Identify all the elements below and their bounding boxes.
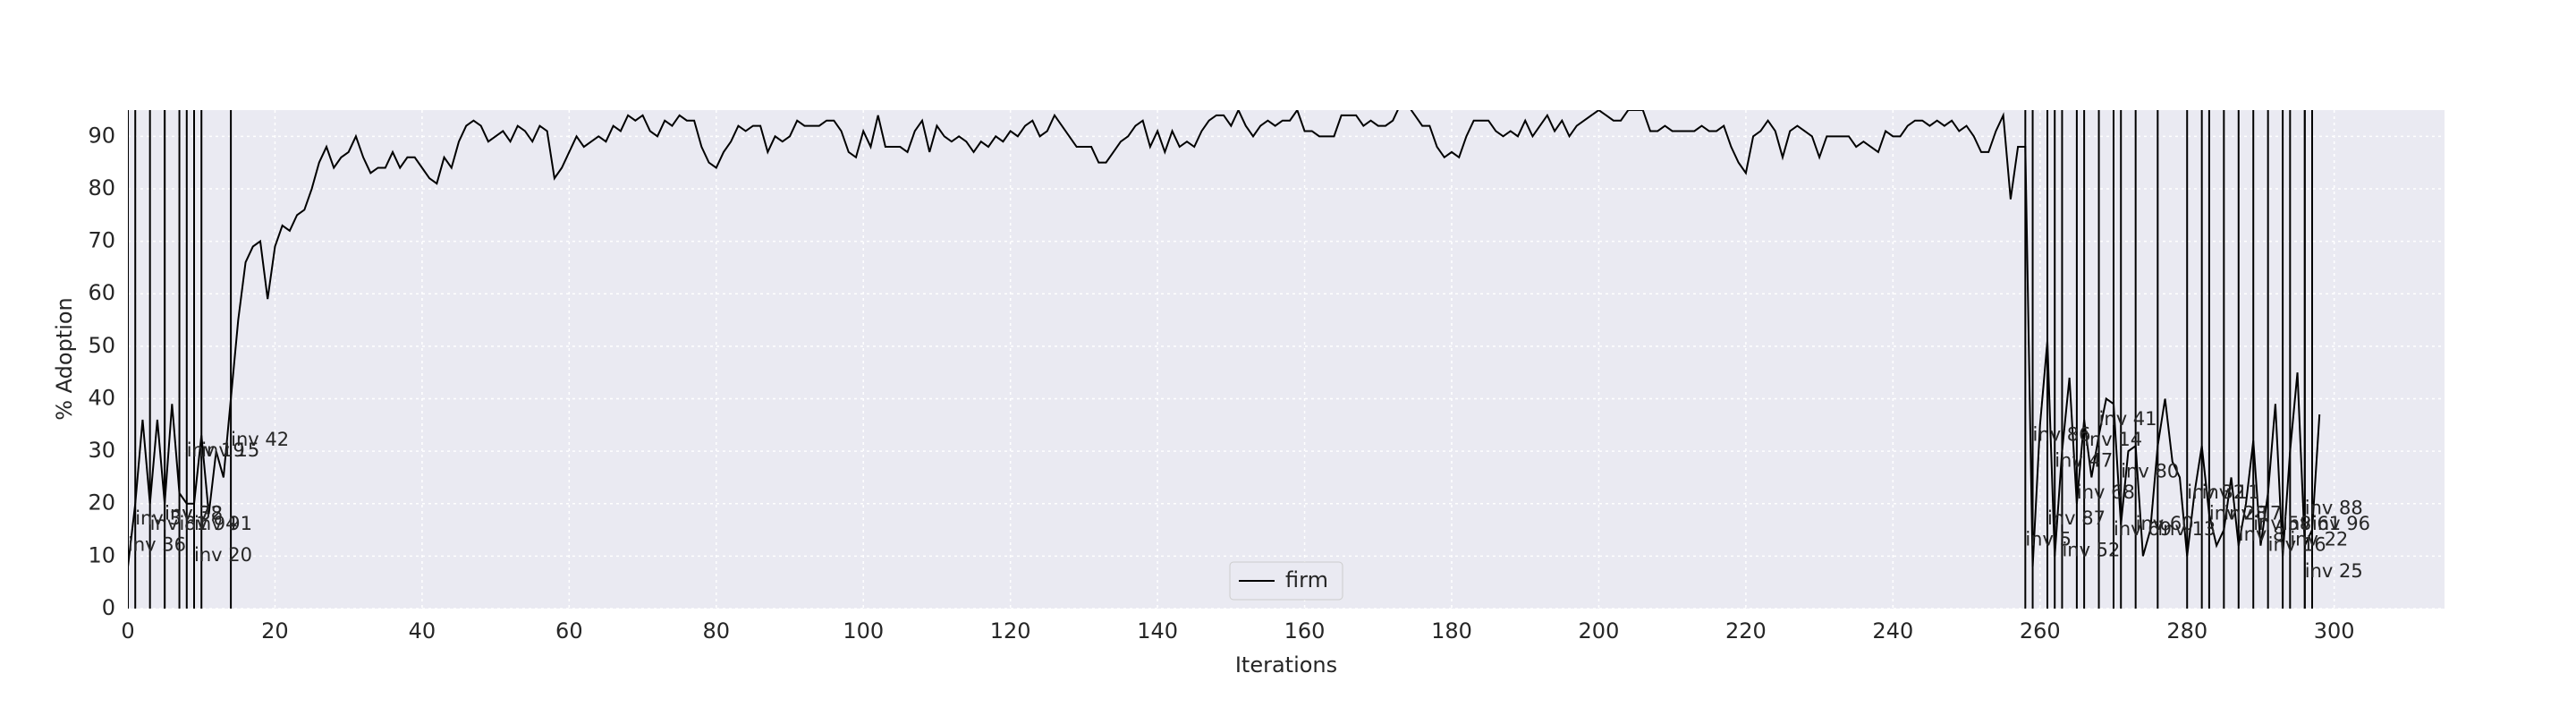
y-tick-label: 30	[88, 438, 115, 463]
x-tick-label: 80	[703, 618, 731, 644]
y-tick-label: 20	[88, 490, 115, 516]
event-label: inv 47	[2055, 450, 2113, 472]
event-label: inv 11	[2202, 482, 2260, 503]
legend-box	[1229, 561, 1343, 601]
event-label: inv 88	[2305, 497, 2363, 518]
event-label: inv 91	[194, 513, 252, 534]
plot-layer	[128, 110, 2321, 609]
event-label: inv 36	[128, 534, 186, 556]
event-label: inv 38	[165, 502, 223, 524]
x-tick-label: 240	[1872, 618, 1913, 644]
event-label: inv 32	[2187, 482, 2245, 503]
event-label: inv 22	[2290, 529, 2348, 550]
y-tick-label: 90	[88, 123, 115, 148]
y-tick-label: 0	[102, 595, 115, 620]
event-label: inv 19	[187, 439, 245, 461]
series-line	[128, 110, 2321, 567]
event-label: inv 60	[2136, 513, 2194, 534]
event-label: inv 3	[135, 507, 182, 529]
x-tick-label: 0	[121, 618, 134, 644]
x-tick-label: 260	[2020, 618, 2061, 644]
event-label: inv 25	[2305, 560, 2363, 582]
y-tick-label: 70	[88, 228, 115, 253]
x-tick-label: 280	[2166, 618, 2207, 644]
y-tick-label: 40	[88, 385, 115, 410]
event-label: inv 5	[2025, 529, 2072, 550]
event-label: inv 72	[165, 502, 223, 524]
x-tick-label: 180	[1431, 618, 1472, 644]
x-tick-label: 100	[843, 618, 884, 644]
event-label: inv 86	[2033, 423, 2091, 445]
event-label: inv 28	[2209, 502, 2267, 524]
event-label: inv 69	[2114, 518, 2172, 540]
y-tick-label: 60	[88, 280, 115, 305]
event-label: inv 14	[2084, 429, 2142, 450]
event-label: inv 81	[150, 513, 208, 534]
x-tick-label: 40	[409, 618, 436, 644]
x-tick-label: 300	[2314, 618, 2355, 644]
x-tick-label: 120	[990, 618, 1031, 644]
y-axis-label: % Adoption	[52, 297, 77, 421]
x-tick-label: 140	[1137, 618, 1178, 644]
plot-area	[128, 110, 2445, 609]
event-label: inv 20	[194, 544, 252, 566]
event-label: inv 42	[231, 429, 289, 450]
event-label: inv 52	[2062, 539, 2120, 560]
event-label: inv 87	[2047, 507, 2106, 529]
y-tick-label: 10	[88, 542, 115, 567]
legend-label: firm	[1285, 567, 1328, 592]
x-tick-label: 60	[555, 618, 583, 644]
event-label: inv 80	[2121, 460, 2179, 482]
event-label: inv 15	[201, 439, 259, 461]
event-label: inv 94	[180, 513, 238, 534]
x-axis-label: Iterations	[1235, 652, 1337, 678]
event-label: inv 58	[2253, 513, 2311, 534]
x-tick-label: 160	[1284, 618, 1326, 644]
event-label: inv 8	[2239, 524, 2285, 545]
y-tick-label: 50	[88, 333, 115, 358]
x-tick-label: 200	[1579, 618, 1620, 644]
x-tick-label: 220	[1725, 618, 1767, 644]
event-label: inv 16	[2268, 534, 2326, 556]
x-tick-label: 20	[261, 618, 289, 644]
event-label: inv 61	[2283, 513, 2341, 534]
event-label: inv 17	[2224, 502, 2282, 524]
event-label: inv 41	[2099, 408, 2157, 430]
event-label: inv 96	[2312, 513, 2370, 534]
event-label: inv 68	[2077, 482, 2135, 503]
y-tick-label: 80	[88, 175, 115, 200]
event-label: inv 13	[2157, 518, 2216, 540]
